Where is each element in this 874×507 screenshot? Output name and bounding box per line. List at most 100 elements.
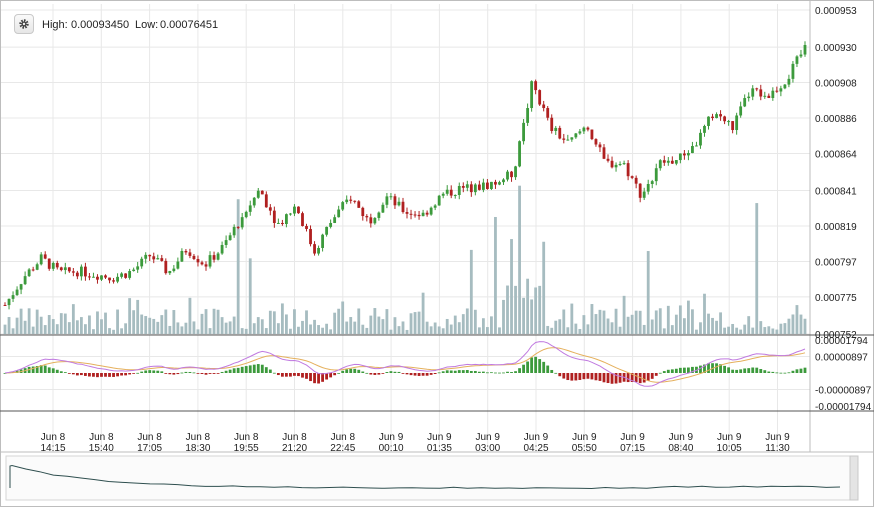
- volume-bar: [176, 322, 180, 334]
- x-tick-date: Jun 8: [137, 432, 162, 443]
- volume-bar: [280, 303, 284, 334]
- candle-body: [329, 222, 333, 227]
- volume-bar: [369, 315, 373, 334]
- macd-histogram-bar: [574, 373, 578, 381]
- macd-histogram-bar: [100, 373, 103, 377]
- candle-body: [735, 115, 739, 131]
- volume-bar: [473, 309, 477, 334]
- volume-bar: [606, 318, 610, 334]
- candle-body: [618, 164, 622, 166]
- macd-histogram-bar: [405, 373, 409, 375]
- macd-histogram-bar: [208, 373, 212, 374]
- macd-histogram-bar: [79, 373, 83, 376]
- candle-body: [682, 153, 686, 156]
- volume-bar: [574, 323, 578, 334]
- candle-body: [413, 214, 417, 216]
- macd-histogram-bar: [120, 373, 123, 376]
- candle-body: [321, 234, 324, 248]
- volume-bar: [510, 239, 513, 334]
- candle-body: [361, 207, 365, 217]
- y-tick-label: 0.000953: [815, 6, 857, 17]
- candle-body: [586, 127, 590, 130]
- volume-bar: [397, 326, 401, 334]
- macd-histogram-bar: [534, 356, 538, 373]
- volume-bar: [240, 328, 244, 334]
- volume-bar: [212, 308, 216, 334]
- macd-histogram-bar: [477, 371, 481, 373]
- candle-body: [457, 185, 461, 195]
- candle-body: [188, 252, 192, 256]
- volume-bar: [79, 317, 83, 334]
- macd-histogram-bar: [148, 370, 152, 373]
- macd-histogram-bar: [719, 364, 722, 373]
- x-tick-time: 00:10: [379, 443, 404, 454]
- macd-histogram-bar: [498, 372, 501, 374]
- macd-histogram-bar: [795, 369, 799, 373]
- macd-histogram-bar: [703, 364, 706, 373]
- volume-bar: [441, 328, 445, 334]
- macd-histogram-bar: [602, 373, 606, 383]
- candle-body: [377, 212, 381, 218]
- candle-body: [345, 199, 349, 203]
- macd-histogram-bar: [75, 373, 79, 376]
- macd-histogram-bar: [156, 370, 160, 373]
- macd-histogram-bar: [212, 373, 216, 374]
- macd-histogram-bar: [268, 369, 272, 373]
- volume-bar: [719, 312, 722, 334]
- volume-bar: [35, 309, 39, 334]
- volume-bar: [534, 287, 538, 334]
- macd-histogram-bar: [84, 373, 87, 376]
- volume-bar: [514, 285, 517, 334]
- macd-histogram-bar: [124, 373, 128, 376]
- volume-bar: [646, 251, 650, 334]
- volume-bar: [413, 312, 417, 334]
- candle-body: [381, 204, 385, 213]
- candle-body: [100, 275, 103, 280]
- candle-body: [707, 116, 710, 126]
- volume-bar: [518, 185, 521, 334]
- macd-histogram-bar: [160, 371, 164, 373]
- candle-body: [465, 184, 469, 188]
- candle-body: [763, 95, 767, 97]
- macd-histogram-bar: [558, 373, 562, 377]
- volume-bar: [538, 285, 542, 334]
- candle-body: [144, 254, 148, 259]
- volume-bar: [188, 297, 192, 334]
- macd-histogram-bar: [31, 366, 35, 373]
- volume-bar: [305, 310, 308, 334]
- macd-histogram-bar: [345, 369, 349, 373]
- macd-histogram-bar: [522, 364, 525, 373]
- y-axis-labels: 0.000953 0.000930 0.000908 0.000886 0.000864…: [815, 6, 872, 413]
- candle-body: [212, 255, 216, 260]
- macd-histogram-bar: [727, 367, 731, 373]
- candle-body: [759, 89, 763, 97]
- macd-histogram-bar: [236, 367, 240, 373]
- macd-histogram-bar: [739, 369, 743, 373]
- macd-histogram-bar: [276, 373, 280, 376]
- candle-body: [731, 121, 735, 131]
- x-tick-time: 08:40: [668, 443, 693, 454]
- candle-body: [132, 269, 136, 272]
- settings-button[interactable]: [14, 14, 34, 34]
- volume-bar: [108, 328, 111, 334]
- candle-body: [566, 139, 570, 141]
- macd-histogram-bar: [783, 372, 787, 374]
- macd-histogram-bar: [779, 372, 783, 374]
- macd-histogram-bar: [152, 370, 156, 373]
- macd-histogram-bar: [285, 373, 288, 377]
- candle-body: [79, 266, 83, 277]
- candle-body: [228, 235, 232, 241]
- volume-bar: [795, 305, 799, 334]
- macd-histogram-bar: [650, 373, 654, 379]
- candle-body: [719, 114, 722, 117]
- macd-histogram-bar: [67, 373, 71, 374]
- macd-histogram-bar: [63, 372, 67, 373]
- candle-body: [385, 196, 389, 205]
- macd-histogram-bar: [216, 373, 220, 374]
- macd-histogram-bar: [767, 371, 771, 373]
- macd-histogram-bar: [164, 373, 168, 374]
- candle-body: [518, 141, 521, 167]
- volume-bar: [453, 315, 457, 334]
- candle-body: [208, 255, 212, 267]
- candle-body: [502, 179, 505, 183]
